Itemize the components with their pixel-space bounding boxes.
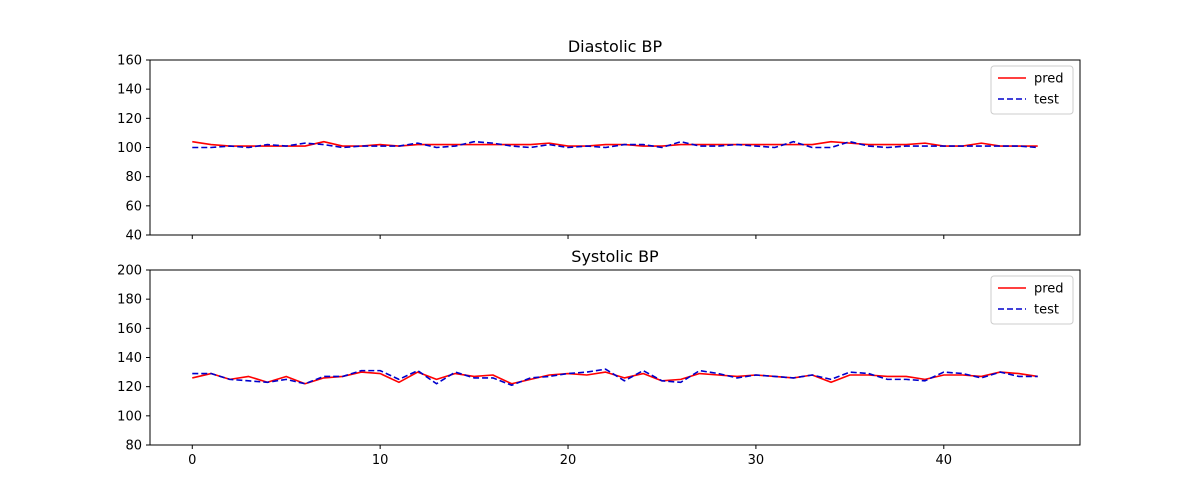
systolic-y-tick-label: 140 [117,351,142,366]
systolic-y-tick-label: 180 [117,293,142,308]
systolic-axes-frame [149,269,1081,446]
diastolic-y-tick-label: 80 [125,170,142,185]
systolic-x-tick-label: 0 [188,453,196,468]
systolic-x-tick-label: 10 [372,453,389,468]
systolic-bp-panel: Systolic BP 80 100 120 140 160 180 200 0 10 20 30 4… [117,247,1081,468]
systolic-test-line [192,368,1038,387]
diastolic-y-tick-label: 160 [117,54,142,69]
diastolic-axes-frame [149,59,1081,236]
diastolic-test-line [192,140,1038,149]
diastolic-y-tick-label: 140 [117,83,142,98]
systolic-legend-pred-label: pred [1034,282,1064,297]
systolic-x-tick-label: 20 [560,453,577,468]
systolic-y-tick-label: 100 [117,409,142,424]
diastolic-bp-title: Diastolic BP [568,37,663,56]
systolic-y-tick-label: 200 [117,264,142,279]
diastolic-bp-panel: Diastolic BP 40 60 80 100 120 140 160 pred test [117,37,1081,244]
diastolic-y-tick-label: 40 [125,229,142,244]
systolic-x-tick-label: 30 [748,453,765,468]
systolic-x-tick-label: 40 [936,453,953,468]
systolic-y-tick-label: 160 [117,322,142,337]
diastolic-pred-line [192,140,1038,147]
diastolic-y-tick-label: 60 [125,199,142,214]
systolic-bp-title: Systolic BP [571,247,659,266]
diastolic-y-tick-label: 100 [117,141,142,156]
diastolic-legend-pred-label: pred [1034,72,1064,87]
systolic-y-tick-label: 80 [125,439,142,454]
diastolic-bp-plot-area: 40 60 80 100 120 140 160 pred test [117,54,1081,244]
diastolic-y-tick-label: 120 [117,112,142,127]
systolic-bp-plot-area: 80 100 120 140 160 180 200 0 10 20 30 40 pred test [117,264,1081,468]
diastolic-legend-test-label: test [1034,93,1059,108]
diastolic-legend: pred test [990,65,1074,115]
systolic-legend-test-label: test [1034,303,1059,318]
systolic-legend: pred test [990,275,1074,325]
systolic-y-tick-label: 120 [117,380,142,395]
